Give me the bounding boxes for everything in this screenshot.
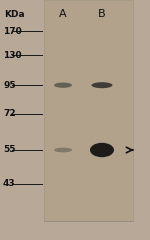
- Text: 170: 170: [3, 27, 22, 36]
- Ellipse shape: [54, 148, 72, 152]
- Text: 130: 130: [3, 51, 22, 60]
- Text: 72: 72: [3, 109, 16, 119]
- FancyBboxPatch shape: [44, 0, 134, 221]
- Text: KDa: KDa: [4, 10, 25, 19]
- Text: 55: 55: [3, 145, 15, 155]
- Ellipse shape: [54, 83, 72, 88]
- Ellipse shape: [92, 82, 112, 88]
- Text: 43: 43: [3, 179, 16, 188]
- Text: A: A: [59, 9, 67, 19]
- Text: B: B: [98, 9, 106, 19]
- Ellipse shape: [90, 143, 114, 157]
- Text: 95: 95: [3, 81, 16, 90]
